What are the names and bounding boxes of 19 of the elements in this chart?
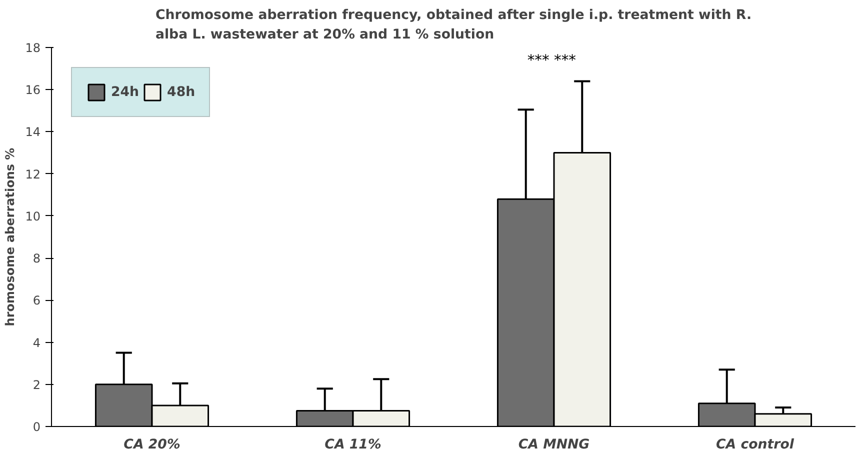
y-tick-label: 8 xyxy=(32,252,41,266)
x-tick-label: CA MNNG xyxy=(518,438,590,452)
y-axis-title: hromosome aberrations % xyxy=(3,148,18,326)
x-tick-label: CA 20% xyxy=(124,438,180,452)
annotation: *** *** xyxy=(527,52,576,70)
y-tick-label: 10 xyxy=(25,209,41,224)
legend-label: 24h xyxy=(111,84,140,100)
y-tick-label: 16 xyxy=(25,83,41,98)
x-tick-label: CA 11% xyxy=(324,438,382,452)
y-tick-label: 14 xyxy=(25,125,41,140)
y-tick-label: 0 xyxy=(32,420,41,434)
chart-title: Chromosome aberration frequency, obtained after single i.p. treatment with R. alba L. wastewater at 20% and 11 % solution xyxy=(156,8,752,42)
y-tick-label: 6 xyxy=(32,294,41,308)
y-tick-label: 2 xyxy=(32,378,41,392)
x-tick-label: CA control xyxy=(716,438,794,452)
legend-label: 48h xyxy=(167,84,196,100)
y-tick-label: 12 xyxy=(25,167,41,182)
y-tick-label: 18 xyxy=(25,41,41,55)
y-tick-label: 4 xyxy=(32,336,41,350)
